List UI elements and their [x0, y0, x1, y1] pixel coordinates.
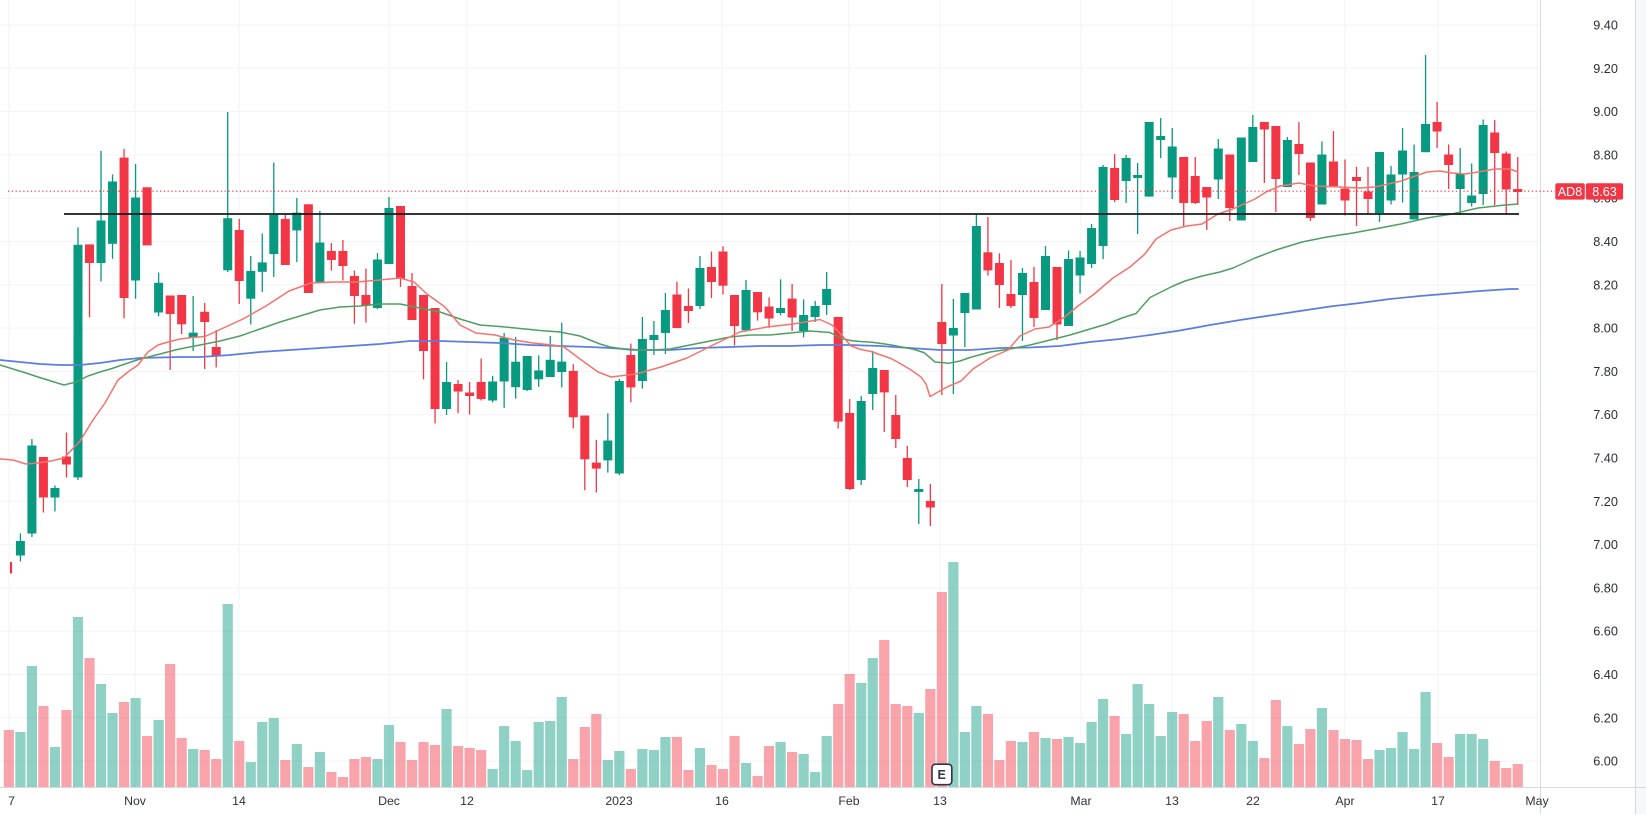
svg-text:8.20: 8.20 [1593, 278, 1618, 292]
svg-text:6.60: 6.60 [1593, 625, 1618, 639]
svg-text:Mar: Mar [1070, 794, 1091, 808]
svg-text:7.40: 7.40 [1593, 452, 1618, 466]
svg-text:Feb: Feb [838, 794, 859, 808]
svg-text:12: 12 [460, 794, 474, 808]
svg-text:8.63: 8.63 [1592, 185, 1617, 199]
svg-text:7.60: 7.60 [1593, 408, 1618, 422]
svg-text:Nov: Nov [124, 794, 147, 808]
svg-text:8.00: 8.00 [1593, 322, 1618, 336]
svg-text:16: 16 [715, 794, 729, 808]
svg-text:E: E [938, 768, 946, 782]
svg-text:Dec: Dec [378, 794, 400, 808]
svg-text:6.00: 6.00 [1593, 755, 1618, 769]
svg-text:6.20: 6.20 [1593, 711, 1618, 725]
svg-text:Apr: Apr [1335, 794, 1354, 808]
svg-text:AD8: AD8 [1558, 185, 1583, 199]
svg-text:2023: 2023 [605, 794, 633, 808]
svg-text:6.80: 6.80 [1593, 581, 1618, 595]
svg-text:6.40: 6.40 [1593, 668, 1618, 682]
svg-text:7: 7 [8, 794, 15, 808]
svg-text:9.20: 9.20 [1593, 62, 1618, 76]
svg-text:7.20: 7.20 [1593, 495, 1618, 509]
svg-text:17: 17 [1431, 794, 1445, 808]
svg-text:22: 22 [1246, 794, 1260, 808]
svg-text:13: 13 [1165, 794, 1179, 808]
svg-text:7.80: 7.80 [1593, 365, 1618, 379]
svg-text:8.40: 8.40 [1593, 235, 1618, 249]
svg-text:May: May [1525, 794, 1549, 808]
svg-text:8.80: 8.80 [1593, 148, 1618, 162]
svg-text:13: 13 [933, 794, 947, 808]
svg-text:9.00: 9.00 [1593, 105, 1618, 119]
svg-text:7.00: 7.00 [1593, 538, 1618, 552]
svg-text:9.40: 9.40 [1593, 19, 1618, 33]
svg-text:14: 14 [232, 794, 246, 808]
